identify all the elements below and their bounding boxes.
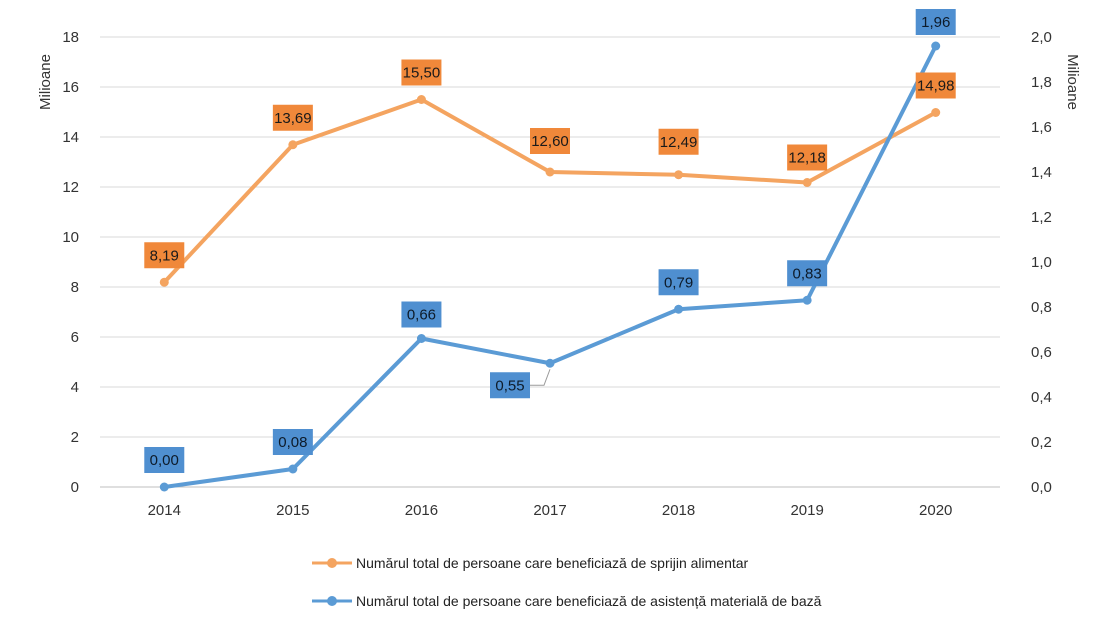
data-point	[288, 464, 298, 474]
data-label: 1,96	[921, 14, 950, 31]
y-left-tick-label: 18	[62, 29, 79, 46]
data-point	[674, 170, 684, 180]
data-point	[545, 358, 555, 368]
y-right-tick-label: 0,0	[1031, 479, 1052, 496]
data-label: 0,66	[407, 307, 436, 324]
data-point	[545, 167, 555, 177]
y-left-tick-label: 10	[62, 229, 79, 246]
y-right-tick-label: 1,6	[1031, 119, 1052, 136]
data-label: 12,18	[788, 150, 826, 167]
data-point	[802, 295, 812, 305]
data-label-box	[915, 72, 956, 99]
data-label: 0,83	[793, 265, 822, 282]
x-tick-label: 2014	[148, 502, 181, 519]
data-label-box	[144, 447, 185, 473]
legend-label-material-assistance: Numărul total de persoane care beneficia…	[356, 593, 822, 609]
data-labels: 8,19 13,69 15,50 12,60 12,49 12,18 14,98 0,00 0,…	[144, 9, 956, 473]
axes: Milioane Milioane 0 2 4 6 8 10 12 14 16 18 0,0 0,2 0…	[37, 29, 1081, 519]
data-label: 14,98	[917, 78, 955, 95]
x-tick-label: 2017	[533, 502, 566, 519]
x-tick-label: 2019	[790, 502, 823, 519]
data-label-box	[530, 128, 570, 154]
data-point	[416, 95, 426, 104]
data-label-box	[787, 260, 828, 287]
legend: Numărul total de persoane care beneficia…	[312, 555, 822, 609]
data-point	[802, 178, 812, 187]
y-left-tick-label: 6	[71, 329, 79, 346]
data-label-box	[144, 242, 185, 269]
series	[159, 41, 941, 492]
y-right-tick-label: 2,0	[1031, 29, 1052, 46]
data-label-box	[272, 429, 313, 455]
gridlines	[100, 36, 1000, 488]
legend-item-food-support: Numărul total de persoane care beneficia…	[312, 555, 749, 571]
y-left-tick-label: 8	[71, 279, 79, 296]
data-point	[159, 277, 169, 287]
y-right-tick-label: 0,8	[1031, 299, 1052, 316]
data-label: 15,50	[403, 65, 441, 82]
y-left-tick-label: 14	[62, 129, 79, 146]
legend-item-material-assistance: Numărul total de persoane care beneficia…	[312, 593, 822, 609]
data-label: 0,00	[150, 452, 179, 469]
data-label-leader	[530, 369, 551, 386]
x-tick-label: 2018	[662, 502, 695, 519]
y-axis-left-title: Milioane	[37, 54, 54, 110]
y-left-tick-label: 16	[62, 79, 79, 96]
x-tick-label: 2016	[405, 502, 438, 519]
y-left-tick-label: 4	[71, 379, 79, 396]
data-point	[674, 304, 684, 314]
y-left-tick-label: 2	[71, 429, 79, 446]
data-label-box	[658, 128, 699, 155]
legend-marker-material-assistance	[327, 596, 337, 606]
data-label-box	[401, 301, 442, 328]
data-point	[931, 41, 941, 51]
y-right-tick-label: 1,8	[1031, 74, 1052, 91]
data-label: 8,19	[150, 247, 179, 264]
data-label: 0,08	[278, 434, 307, 451]
y-left-tick-label: 12	[62, 179, 79, 196]
y-right-tick-label: 1,0	[1031, 254, 1052, 271]
data-point	[288, 140, 298, 150]
data-label: 13,69	[274, 110, 312, 127]
y-axis-right-title: Milioane	[1064, 54, 1081, 110]
y-right-tick-label: 0,4	[1031, 389, 1052, 406]
legend-label-food-support: Numărul total de persoane care beneficia…	[356, 555, 749, 571]
y-right-tick-label: 1,2	[1031, 209, 1052, 226]
x-tick-label: 2015	[276, 502, 309, 519]
data-label: 0,79	[664, 274, 693, 291]
legend-marker-food-support	[327, 558, 337, 568]
data-label-box	[658, 269, 699, 296]
y-right-tick-label: 1,4	[1031, 164, 1052, 181]
x-tick-label: 2020	[919, 502, 952, 519]
data-label: 12,60	[531, 133, 569, 150]
data-point	[931, 108, 941, 117]
data-label-box	[915, 9, 956, 35]
y-left-tick-label: 0	[71, 479, 79, 496]
y-right-tick-label: 0,6	[1031, 344, 1052, 361]
data-label-box	[787, 144, 828, 171]
data-label-box	[490, 372, 530, 399]
data-label: 0,55	[495, 377, 524, 394]
data-point	[159, 482, 169, 492]
data-point	[416, 334, 426, 343]
data-label-box	[272, 104, 313, 131]
y-right-tick-label: 0,2	[1031, 434, 1052, 451]
data-label-box	[401, 59, 442, 86]
data-label: 12,49	[660, 134, 698, 151]
